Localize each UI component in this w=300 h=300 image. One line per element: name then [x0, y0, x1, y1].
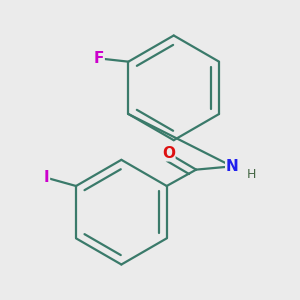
Text: H: H — [247, 168, 256, 181]
Text: N: N — [226, 159, 239, 174]
Text: O: O — [162, 146, 175, 161]
Text: F: F — [94, 51, 104, 66]
Text: I: I — [44, 170, 50, 185]
